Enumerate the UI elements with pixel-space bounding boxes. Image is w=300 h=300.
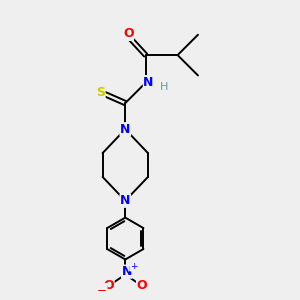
Text: H: H [160, 82, 168, 92]
Text: O: O [103, 279, 114, 292]
Text: N: N [120, 123, 130, 136]
Text: S: S [96, 86, 105, 99]
Text: N: N [120, 194, 130, 207]
Text: O: O [136, 279, 147, 292]
Text: N: N [122, 265, 132, 278]
Text: +: + [130, 262, 137, 271]
Text: −: − [97, 284, 107, 296]
Text: O: O [123, 27, 134, 40]
Text: N: N [143, 76, 154, 88]
